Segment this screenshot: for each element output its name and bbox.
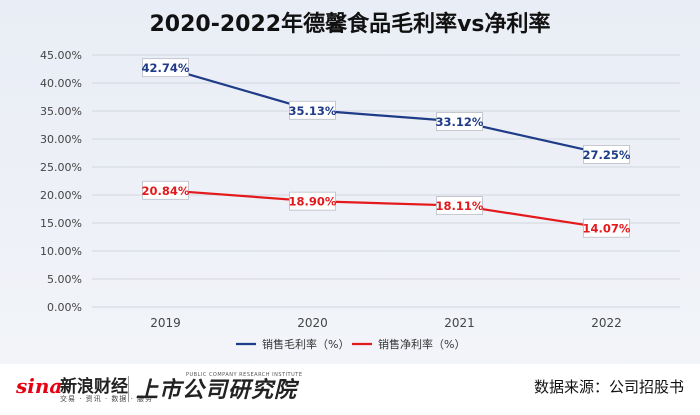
data-label: 14.07% [583, 222, 631, 236]
legend-label: 销售毛利率（%） [262, 337, 349, 351]
sina-logo: sina [16, 374, 63, 398]
x-tick-label: 2022 [591, 316, 622, 330]
data-label-box [436, 112, 483, 131]
sina-tagline: 交易 · 资讯 · 数据 · 服务 [60, 395, 154, 403]
data-label: 20.84% [142, 184, 190, 198]
x-tick-label: 2019 [150, 316, 181, 330]
y-tick-label: 35.00% [40, 105, 82, 118]
institute-english-name: PUBLIC COMPANY RESEARCH INSTITUTE [186, 372, 303, 378]
y-tick-label: 20.00% [40, 189, 82, 202]
data-label: 33.12% [436, 115, 484, 129]
y-tick-label: 5.00% [47, 273, 82, 286]
data-source: 数据来源：公司招股书 [533, 378, 684, 396]
data-label-box [583, 218, 630, 238]
y-tick-label: 45.00% [40, 49, 82, 62]
x-tick-label: 2020 [297, 316, 328, 330]
data-label-box [289, 100, 336, 120]
data-label-box [289, 191, 336, 211]
y-tick-label: 40.00% [40, 77, 82, 90]
legend-label: 销售净利率（%） [378, 337, 465, 351]
y-tick-label: 25.00% [40, 161, 82, 174]
institute-logo: 上市公司研究院 [136, 377, 298, 403]
data-label: 18.11% [436, 199, 484, 213]
y-tick-label: 0.00% [47, 301, 82, 314]
footer: sina 新浪财经 交易 · 资讯 · 数据 · 服务 上市公司研究院 PUBL… [0, 364, 700, 415]
data-label-box [142, 180, 189, 200]
y-tick-label: 15.00% [40, 217, 82, 230]
x-tick-label: 2021 [444, 316, 475, 330]
line-chart: 0.00% 5.00% 10.00% 15.00% 20.00% 25.00% 30.00%… [40, 49, 680, 351]
data-label: 27.25% [583, 148, 631, 162]
sina-finance-name: 新浪财经 [60, 377, 128, 397]
chart-title: 2020-2022年德馨食品毛利率vs净利率 [149, 12, 551, 37]
data-label: 18.90% [289, 195, 337, 209]
series-line [165, 189, 607, 230]
data-label-box [436, 196, 483, 215]
data-label: 35.13% [289, 104, 337, 118]
data-label-box [142, 58, 189, 78]
data-label: 42.74% [142, 61, 190, 75]
series-line [165, 66, 607, 156]
y-tick-label: 30.00% [40, 133, 82, 146]
logo-divider [128, 376, 129, 402]
data-label-box [583, 144, 630, 164]
y-tick-label: 10.00% [40, 245, 82, 258]
